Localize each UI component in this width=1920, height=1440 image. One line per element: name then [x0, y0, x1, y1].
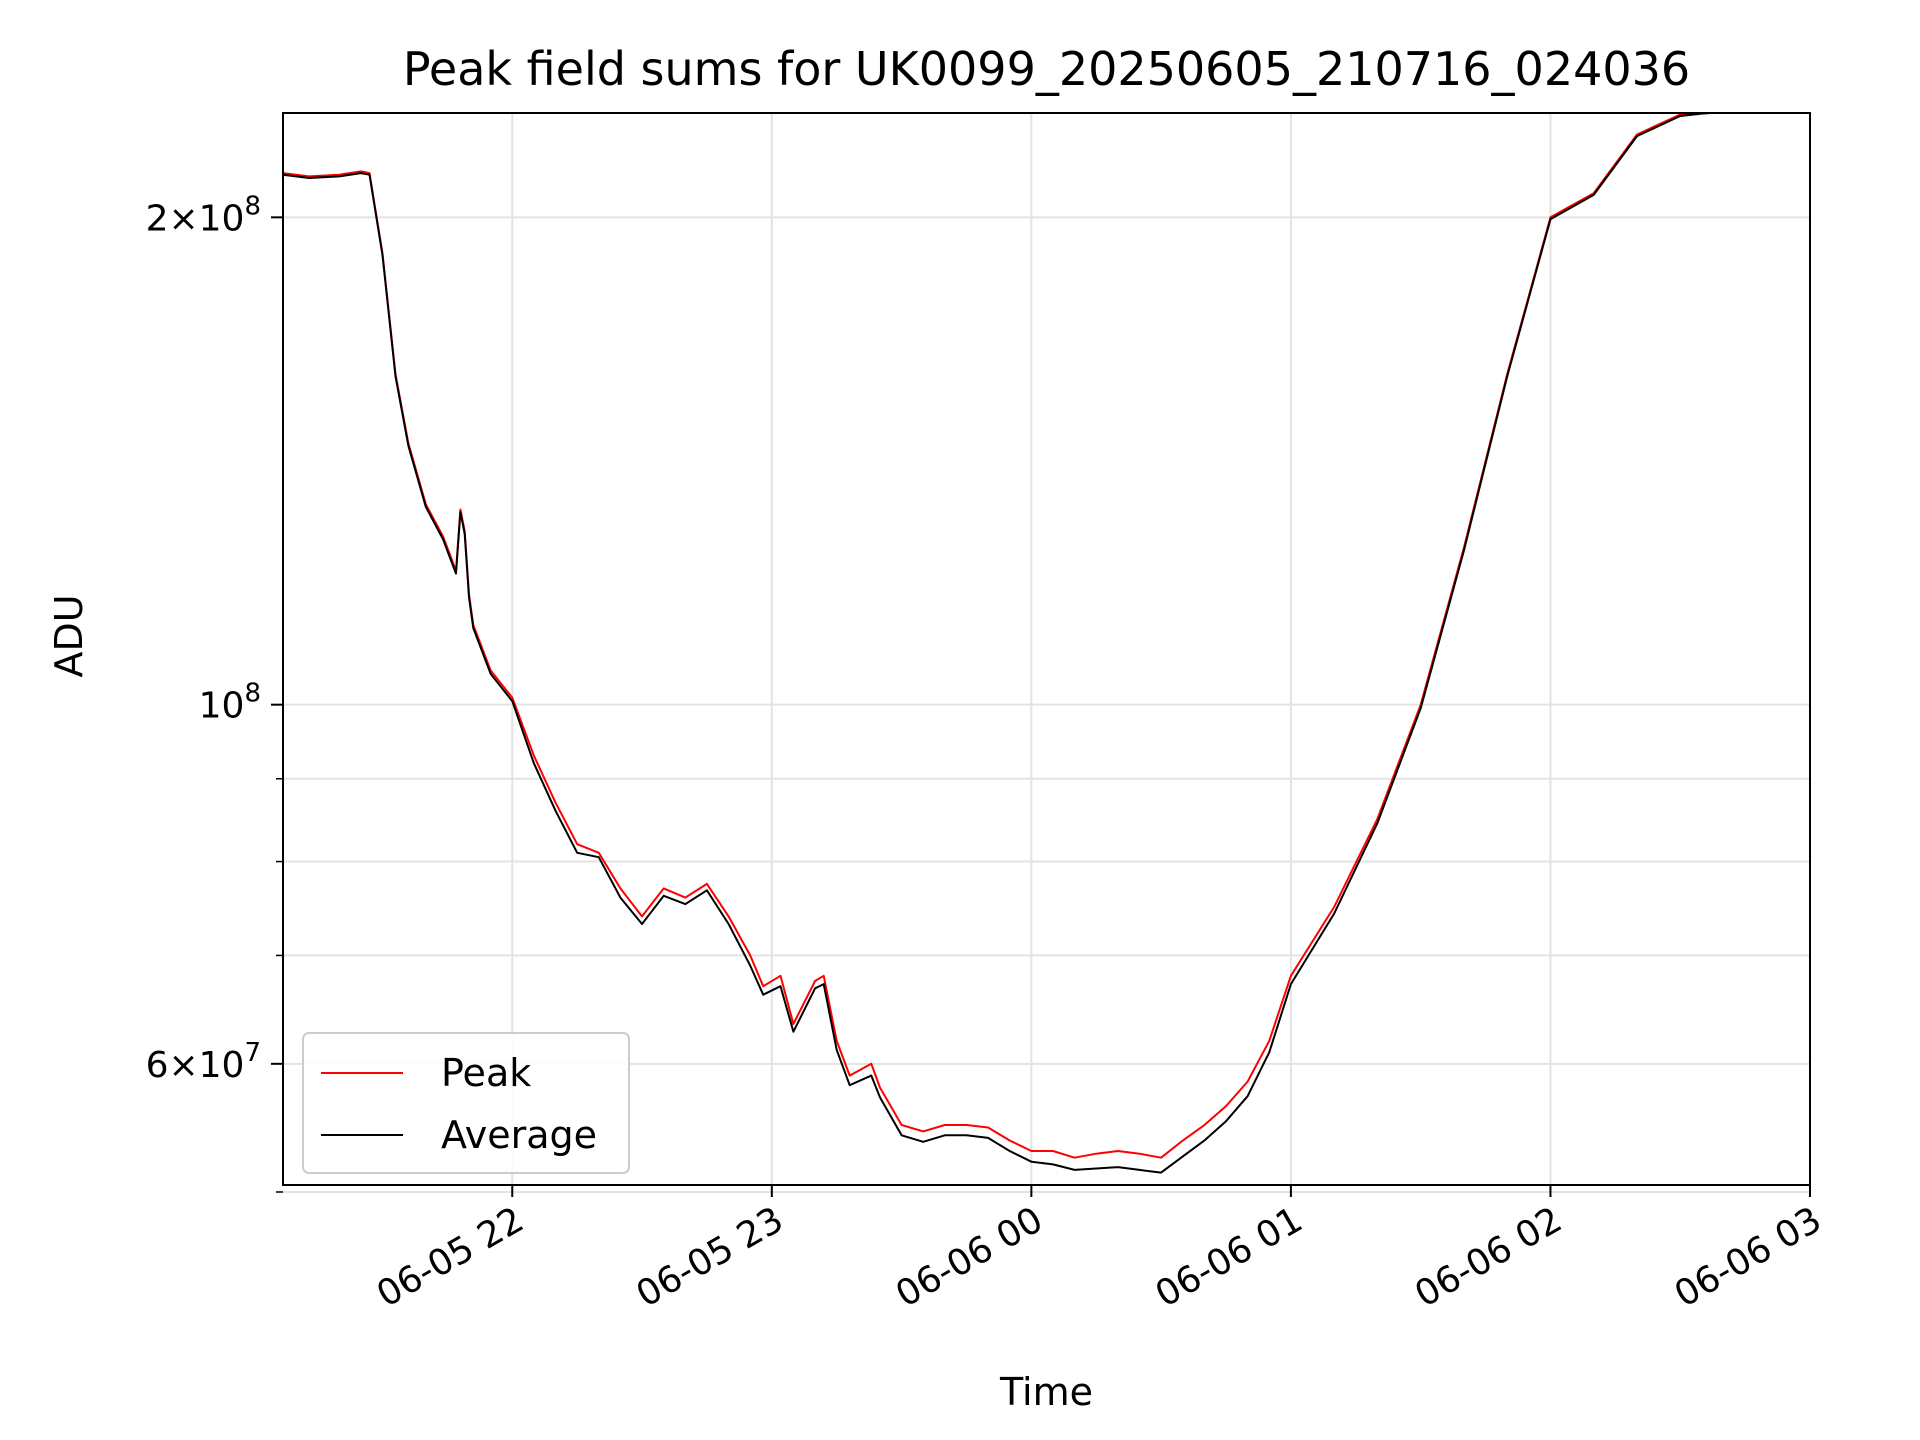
- y-tick-label: 6×107: [146, 1038, 261, 1086]
- series-group: [282, 112, 1810, 1174]
- y-tick-label: 2×108: [146, 191, 261, 239]
- legend-box: [302, 1032, 630, 1174]
- x-axis-label: Time: [999, 1370, 1093, 1414]
- legend-label-peak: Peak: [441, 1051, 531, 1095]
- y-axis-label: ADU: [47, 594, 91, 677]
- legend: Peak Average: [302, 1032, 630, 1174]
- series-line-average: [282, 112, 1810, 1174]
- plot-frame: [282, 112, 1811, 1186]
- legend-label-average: Average: [441, 1113, 597, 1157]
- y-tick-label: 108: [199, 679, 261, 727]
- chart-title: Peak field sums for UK0099_20250605_2107…: [403, 42, 1690, 96]
